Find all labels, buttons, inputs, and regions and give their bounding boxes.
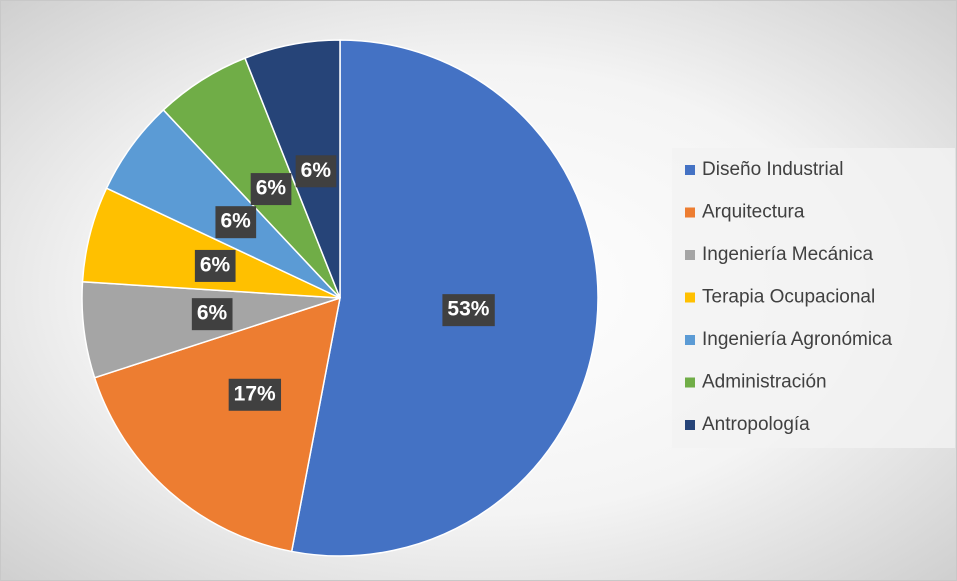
data-label: 17% [234,382,276,405]
data-label-box [215,206,257,239]
legend-marker [685,420,695,430]
data-label: 6% [301,159,332,182]
legend-marker [685,207,695,218]
data-label-box [250,173,292,206]
legend-label: Arquitectura [702,202,805,223]
data-label-box [191,298,233,331]
legend-label: Ingeniería Mecánica [702,244,874,265]
legend-marker [685,335,695,345]
data-label: 6% [220,210,251,233]
data-label-box [442,294,495,327]
pie [81,39,599,557]
legend-marker [685,292,695,303]
data-labels: 53%17%6%6%6%6%6% [191,155,495,411]
legend-label: Ingeniería Agronómica [702,329,893,350]
data-label-box [228,378,282,411]
legend-background [672,148,955,448]
data-label: 6% [256,177,287,200]
legend: Diseño Industrial Arquitectura Ingeniería … [685,159,893,435]
pie-slice [244,39,341,299]
data-label-box [194,249,236,282]
legend-label: Diseño Industrial [702,159,844,180]
legend-marker [685,250,695,260]
data-label-box [295,155,337,188]
legend-marker [685,377,695,388]
legend-label: Terapia Ocupacional [702,287,875,308]
pie-slice [93,296,341,553]
legend-label: Administración [702,372,827,393]
legend-marker [685,165,695,175]
legend-label: Antropología [702,414,810,435]
data-label: 53% [447,298,489,321]
data-label: 6% [197,302,228,325]
data-label: 6% [200,253,231,276]
